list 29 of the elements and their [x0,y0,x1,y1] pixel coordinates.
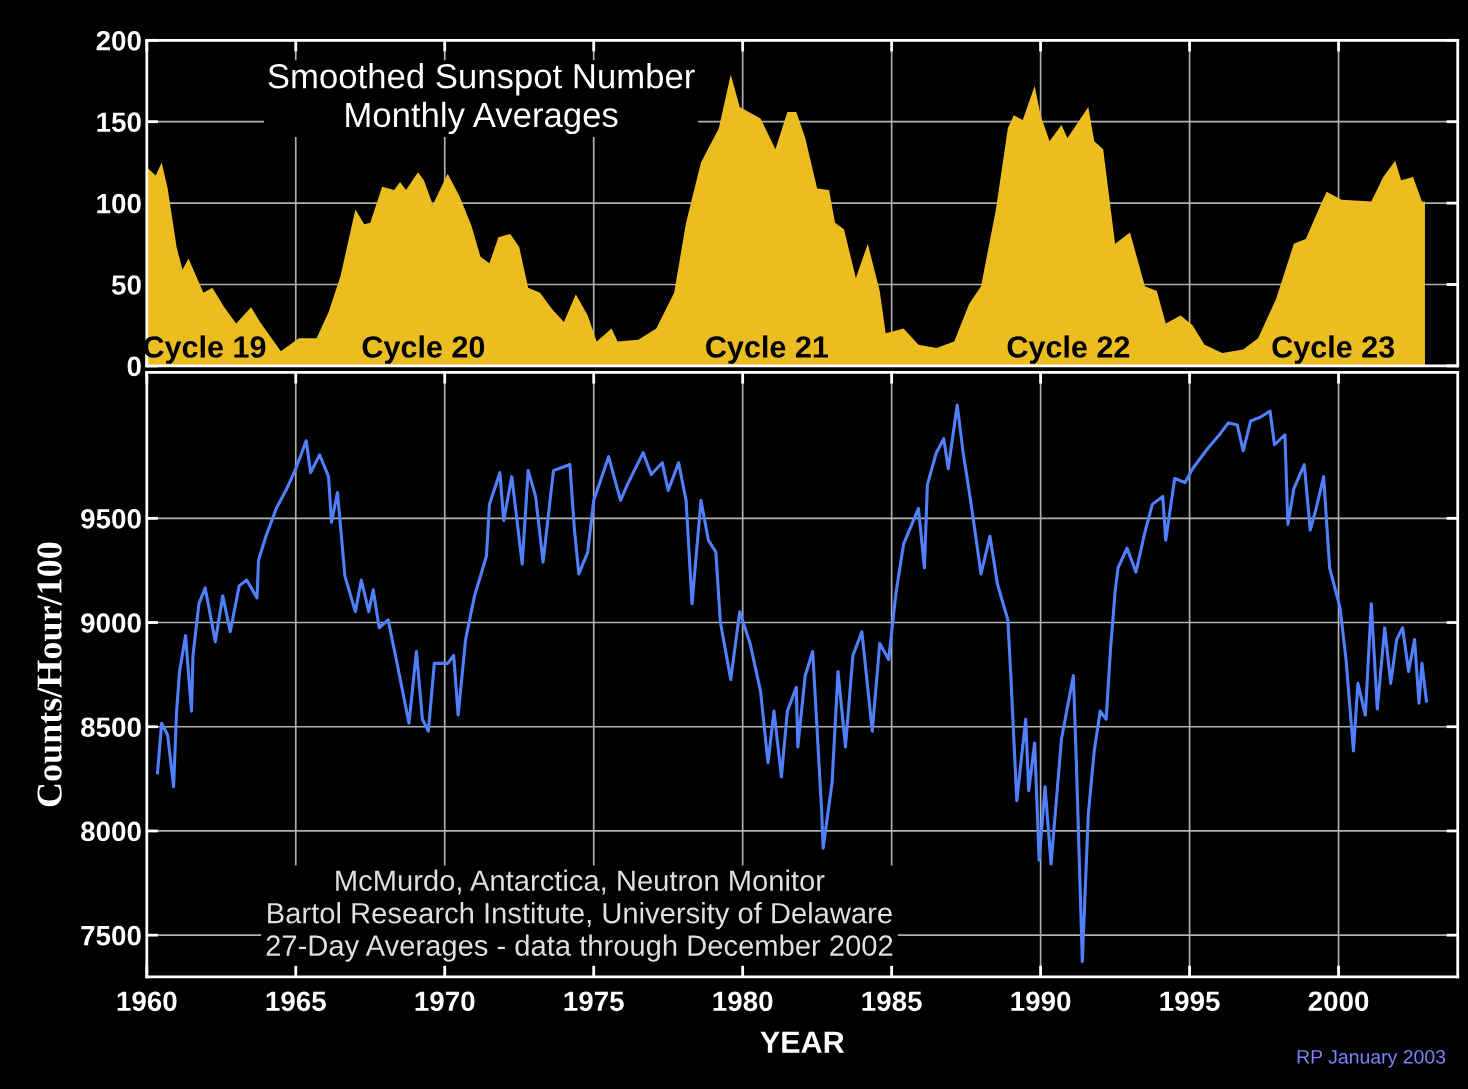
y-tick-label: 150 [97,112,141,133]
x-tick-label: 1980 [713,991,773,1012]
x-tick-label: 1985 [862,991,922,1012]
y-tick-label: 200 [96,30,141,51]
x-tick-label: 1960 [117,991,177,1012]
line-series [156,403,1428,964]
text: RP January 2003 [1297,1049,1446,1068]
annotation: Cycle 20 [362,335,485,364]
annotation: Cycle 21 [706,335,829,364]
x-tick-label: 1995 [1160,991,1220,1012]
y-tick-label: 50 [111,275,141,295]
annotation: Cycle 23 [1272,335,1395,364]
y-tick-label: 9000 [81,613,141,633]
x-tick-label: 2000 [1308,991,1369,1012]
y-axis-title: Counts/Hour/100 [37,542,62,807]
annotation: Cycle 22 [1007,335,1130,364]
y-tick-label: 8000 [81,821,141,842]
y-tick-label: 7500 [81,925,141,946]
y-tick-label: 9500 [81,508,141,529]
text: Smoothed Sunspot Number Monthly Averages [268,63,695,135]
y-tick-label: 0 [127,356,141,377]
x-tick-label: 1965 [266,991,326,1012]
annotation: McMurdo, Antarctica, Neutron Monitor Bartol Research Institute, University of Delaware 27-Day Averages - data through December 2002 [266,869,893,962]
x-tick-label: 1990 [1011,991,1071,1012]
y-tick-label: 8500 [81,717,141,738]
x-tick-label: 1975 [564,991,624,1012]
x-tick-label: 1970 [415,991,475,1012]
y-tick-label: 100 [97,193,141,214]
x-axis-title: YEAR [760,1031,845,1053]
